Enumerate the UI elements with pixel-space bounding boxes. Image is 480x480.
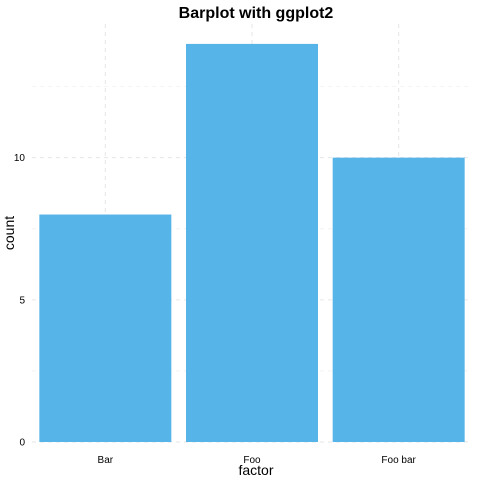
bars [39, 43, 465, 443]
y-axis-title: count [1, 216, 17, 250]
bar-foo [186, 43, 318, 443]
chart-title: Barplot with ggplot2 [179, 5, 334, 22]
x-tick-label: Foo bar [381, 455, 416, 466]
x-tick-label: Bar [98, 455, 114, 466]
y-tick-label: 0 [19, 438, 25, 449]
y-tick-label: 10 [14, 153, 26, 164]
bar-foo-bar [332, 157, 465, 443]
y-tick-label: 5 [19, 295, 25, 306]
x-axis-title: factor [238, 462, 273, 478]
bar-bar [39, 214, 172, 442]
x-axis-ticks: Bar Foo Foo bar [98, 455, 417, 466]
y-axis-ticks: 0 5 10 [14, 153, 26, 448]
x-tick-label: Foo [243, 455, 261, 466]
